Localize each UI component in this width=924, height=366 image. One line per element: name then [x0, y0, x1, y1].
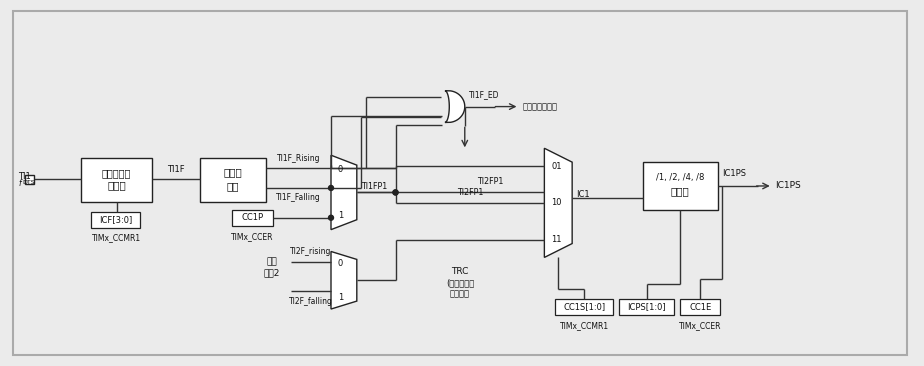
Text: 检测器: 检测器: [224, 167, 242, 177]
Circle shape: [329, 186, 334, 190]
Polygon shape: [331, 155, 357, 229]
Text: 向下计数器: 向下计数器: [102, 168, 131, 179]
Polygon shape: [331, 251, 357, 309]
Text: TI1FP1: TI1FP1: [360, 182, 387, 191]
Text: ICF[3:0]: ICF[3:0]: [99, 215, 132, 224]
Bar: [555, 299, 613, 315]
Text: 11: 11: [552, 235, 562, 244]
Text: TI2FP1: TI2FP1: [477, 178, 503, 186]
Text: 至从模式控制器: 至从模式控制器: [522, 102, 557, 111]
Text: TI2FP1: TI2FP1: [456, 188, 483, 197]
Text: /1, /2, /4, /8: /1, /2, /4, /8: [656, 173, 704, 182]
Text: TIMx_CCER: TIMx_CCER: [679, 321, 722, 330]
Text: 01: 01: [552, 162, 562, 171]
Text: 1: 1: [338, 211, 343, 220]
Circle shape: [329, 215, 334, 220]
Text: 边沿: 边沿: [226, 182, 239, 191]
Circle shape: [393, 190, 398, 195]
Text: TI1F_Rising: TI1F_Rising: [276, 154, 320, 163]
Bar: [25, 175, 34, 184]
Bar: [642, 162, 718, 210]
Text: DTS: DTS: [22, 180, 35, 185]
Text: TIMx_CCMR1: TIMx_CCMR1: [560, 321, 609, 330]
Circle shape: [393, 190, 398, 195]
Text: IC1: IC1: [577, 190, 590, 199]
Bar: [91, 212, 140, 228]
Text: 来自: 来自: [266, 257, 277, 266]
Text: (来自从模式: (来自从模式: [446, 278, 474, 287]
Text: 0: 0: [338, 165, 343, 173]
Text: 0: 0: [338, 259, 343, 268]
Text: TI1F_ED: TI1F_ED: [468, 90, 499, 99]
Bar: [200, 158, 265, 202]
Text: 10: 10: [552, 198, 562, 208]
Text: 控制器）: 控制器）: [450, 289, 470, 298]
Text: CC1P: CC1P: [241, 213, 263, 222]
Polygon shape: [445, 91, 465, 123]
Text: f: f: [18, 179, 21, 188]
Text: ICPS[1:0]: ICPS[1:0]: [627, 303, 666, 311]
Text: TI2F_rising: TI2F_rising: [290, 247, 332, 257]
Text: 分频器: 分频器: [671, 186, 689, 196]
Text: TI1: TI1: [18, 172, 31, 181]
Text: TI1F_Falling: TI1F_Falling: [276, 193, 321, 202]
Bar: [680, 299, 720, 315]
Bar: [619, 299, 675, 315]
Text: 滤波器: 滤波器: [107, 180, 126, 190]
Text: IC1PS: IC1PS: [775, 182, 801, 190]
Text: TRC: TRC: [451, 267, 468, 276]
Text: 1: 1: [338, 293, 343, 302]
Text: TI2F_falling: TI2F_falling: [289, 297, 333, 306]
Text: TIMx_CCER: TIMx_CCER: [231, 232, 274, 240]
Polygon shape: [544, 148, 572, 257]
Text: CC1E: CC1E: [689, 303, 711, 311]
Bar: [232, 210, 274, 226]
Text: CC1S[1:0]: CC1S[1:0]: [563, 303, 605, 311]
Bar: [81, 158, 152, 202]
Text: IC1PS: IC1PS: [722, 169, 746, 178]
Text: TI1F: TI1F: [167, 165, 185, 174]
Text: 通道2: 通道2: [263, 269, 280, 278]
Text: TIMx_CCMR1: TIMx_CCMR1: [92, 234, 141, 243]
